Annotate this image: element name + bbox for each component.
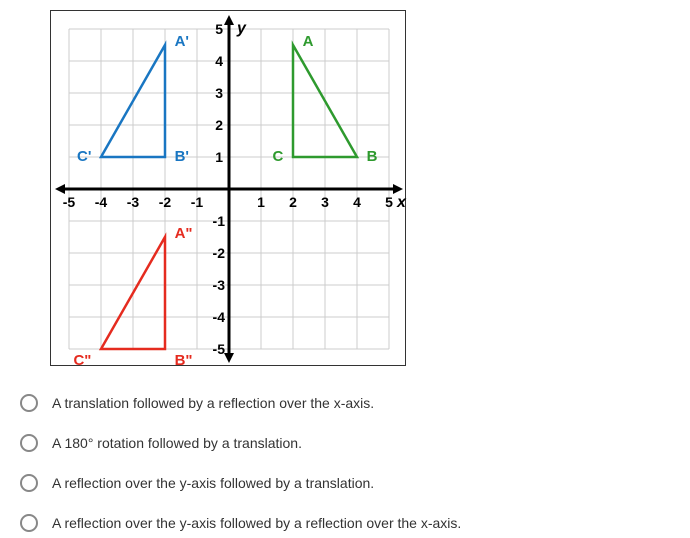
svg-text:-3: -3: [213, 277, 226, 293]
option-0[interactable]: A translation followed by a reflection o…: [20, 394, 670, 412]
svg-text:A": A": [175, 225, 193, 242]
svg-text:C: C: [273, 148, 284, 165]
radio-icon[interactable]: [20, 434, 38, 452]
svg-text:x: x: [396, 194, 407, 211]
radio-icon[interactable]: [20, 474, 38, 492]
svg-text:-1: -1: [213, 213, 226, 229]
svg-text:-1: -1: [191, 194, 204, 210]
svg-text:C": C": [73, 352, 91, 367]
svg-text:4: 4: [353, 194, 361, 210]
svg-text:5: 5: [385, 194, 393, 210]
svg-text:-5: -5: [63, 194, 76, 210]
svg-text:-5: -5: [213, 341, 226, 357]
svg-text:-2: -2: [213, 245, 226, 261]
option-text: A translation followed by a reflection o…: [52, 395, 374, 411]
radio-icon[interactable]: [20, 394, 38, 412]
svg-text:2: 2: [215, 117, 223, 133]
radio-icon[interactable]: [20, 514, 38, 532]
option-text: A reflection over the y-axis followed by…: [52, 475, 374, 491]
svg-text:B': B': [175, 148, 189, 165]
option-2[interactable]: A reflection over the y-axis followed by…: [20, 474, 670, 492]
svg-text:-4: -4: [95, 194, 108, 210]
svg-text:B: B: [367, 148, 378, 165]
svg-text:-2: -2: [159, 194, 172, 210]
svg-text:-4: -4: [213, 309, 226, 325]
svg-text:-3: -3: [127, 194, 140, 210]
option-1[interactable]: A 180° rotation followed by a translatio…: [20, 434, 670, 452]
svg-text:B": B": [175, 352, 193, 367]
option-text: A reflection over the y-axis followed by…: [52, 515, 461, 531]
svg-text:C': C': [77, 148, 91, 165]
svg-text:A: A: [303, 33, 314, 50]
svg-text:4: 4: [215, 53, 223, 69]
options-list: A translation followed by a reflection o…: [20, 394, 670, 532]
svg-text:A': A': [175, 33, 189, 50]
svg-text:y: y: [236, 20, 247, 37]
option-text: A 180° rotation followed by a translatio…: [52, 435, 302, 451]
svg-text:5: 5: [215, 21, 223, 37]
option-3[interactable]: A reflection over the y-axis followed by…: [20, 514, 670, 532]
coordinate-graph: yx54321-1-2-3-4-5-5-4-3-2-112345ABCA'B'C…: [50, 10, 406, 366]
svg-text:1: 1: [257, 194, 265, 210]
svg-text:1: 1: [215, 149, 223, 165]
svg-text:3: 3: [321, 194, 329, 210]
svg-text:3: 3: [215, 85, 223, 101]
svg-text:2: 2: [289, 194, 297, 210]
